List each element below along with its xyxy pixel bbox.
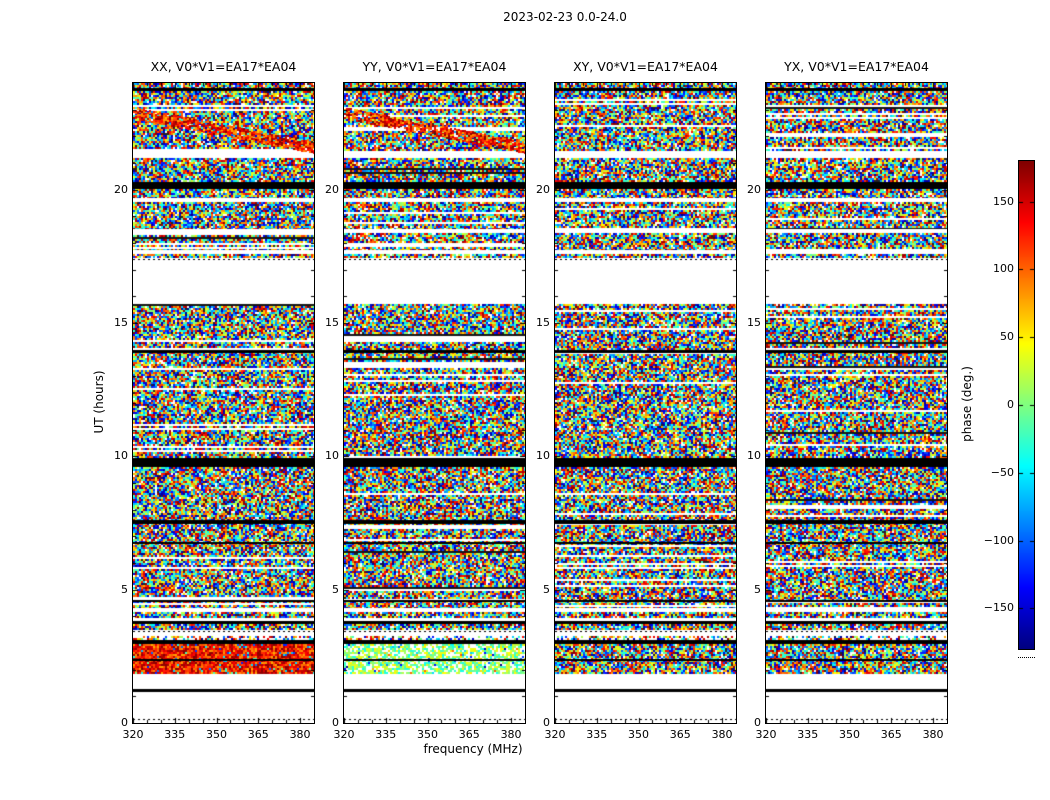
x-tick-label: 335 — [797, 728, 819, 741]
figure-title: 2023-02-23 0.0-24.0 — [503, 10, 627, 24]
colorbar-tick-label: −150 — [983, 601, 1014, 615]
colorbar-tick-label: 150 — [993, 194, 1014, 208]
x-tick-label: 350 — [628, 728, 650, 741]
x-tick-label: 320 — [122, 728, 144, 741]
panel-yy: YY, V0*V1=EA17*EA04 0 5 10 15 20 320 335 350 36… — [325, 59, 526, 741]
x-tick-label: 365 — [669, 728, 691, 741]
panel-title-yx: YX, V0*V1=EA17*EA04 — [784, 59, 929, 74]
x-tick-label: 350 — [839, 728, 861, 741]
x-tick-label: 320 — [333, 728, 355, 741]
y-axis-label: UT (hours) — [92, 370, 106, 434]
colorbar-tick-label: 100 — [993, 262, 1014, 276]
x-tick-label: 365 — [458, 728, 480, 741]
heatmap-canvas-yx — [765, 82, 948, 724]
x-tick-label: 320 — [755, 728, 777, 741]
x-tick-label: 335 — [164, 728, 186, 741]
colorbar-tick-label: 0 — [1007, 398, 1014, 411]
heatmap-canvas-xy — [554, 82, 737, 724]
y-tick-label: 15 — [114, 316, 128, 329]
colorbar-tick-label: −100 — [983, 533, 1014, 547]
panel-title-xy: XY, V0*V1=EA17*EA04 — [573, 59, 718, 74]
x-tick-label: 380 — [500, 728, 522, 741]
x-tick-label: 380 — [289, 728, 311, 741]
y-tick-label: 5 — [121, 582, 128, 596]
colorbar-gradient-canvas — [1018, 160, 1035, 650]
x-axis-label: frequency (MHz) — [423, 742, 523, 756]
heatmap-canvas-xx — [132, 82, 315, 724]
x-tick-label: 320 — [544, 728, 566, 741]
panel-title-xx: XX, V0*V1=EA17*EA04 — [150, 59, 297, 74]
colorbar-tick-label: 50 — [1000, 330, 1014, 344]
colorbar-extend-dotted-line — [1018, 657, 1035, 658]
y-tick-label: 0 — [121, 716, 128, 729]
y-tick-label: 20 — [114, 182, 128, 196]
panel-yx: YX, V0*V1=EA17*EA04 0 5 10 15 20 320 335 350 36… — [747, 59, 948, 741]
panel-title-yy: YY, V0*V1=EA17*EA04 — [362, 59, 507, 74]
colorbar-label: phase (deg.) — [960, 366, 974, 442]
panel-xx: XX, V0*V1=EA17*EA04 0 5 10 15 20 320 335 350 36… — [114, 59, 315, 741]
panel-xy: XY, V0*V1=EA17*EA04 0 5 10 15 20 320 335 350 36… — [536, 59, 737, 741]
x-tick-label: 335 — [375, 728, 397, 741]
y-tick-label: 10 — [114, 449, 128, 463]
x-tick-label: 335 — [586, 728, 608, 741]
heatmap-canvas-yy — [343, 82, 526, 724]
x-tick-label: 380 — [922, 728, 944, 741]
x-tick-label: 380 — [711, 728, 733, 741]
colorbar-tick-label: −50 — [990, 465, 1014, 479]
x-tick-label: 350 — [206, 728, 228, 741]
x-tick-label: 365 — [247, 728, 269, 741]
x-tick-label: 365 — [880, 728, 902, 741]
colorbar: 150 100 50 0 −50 −100 −150 — [984, 160, 1035, 658]
x-tick-label: 350 — [417, 728, 439, 741]
